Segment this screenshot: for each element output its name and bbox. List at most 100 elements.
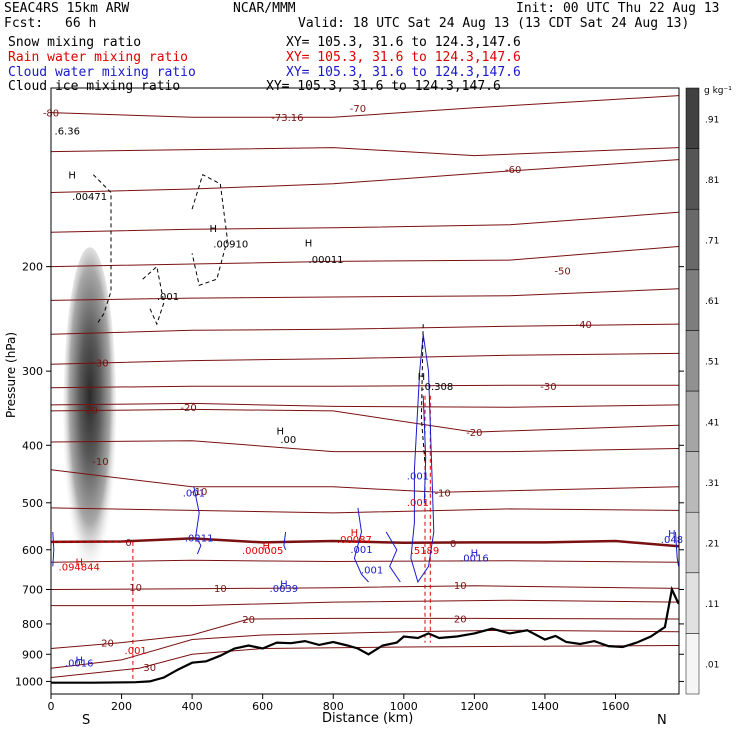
colorbar-segment [685, 390, 700, 452]
cloud-water-label: .001 [361, 566, 383, 577]
y-tick-label: 700 [22, 584, 43, 597]
snow-ice-label: .00471 [72, 192, 107, 203]
south-label: S [82, 713, 91, 728]
temperature-label: 10 [454, 581, 467, 592]
cloud-water-label: .001 [350, 545, 372, 556]
terrain-line [51, 585, 679, 684]
y-tick-label: 400 [22, 439, 43, 452]
field-xy-cloud-water: XY= 105.3, 31.6 to 124.3,147.6 [286, 65, 521, 80]
cloud-water-label: .0039 [270, 584, 299, 595]
temperature-label: -20 [466, 428, 482, 439]
x-tick-label: 400 [182, 700, 203, 713]
x-tick-label: 1000 [390, 700, 418, 713]
colorbar-tick-label: .81 [705, 176, 719, 186]
temperature-contour [51, 629, 679, 669]
temperature-label: 30 [143, 663, 156, 674]
cloud-ice-shading [63, 247, 117, 578]
temperature-contour [51, 408, 679, 433]
temperature-label: 20 [454, 614, 467, 625]
high-marker: H [351, 528, 359, 539]
temperature-contour [51, 323, 679, 335]
cloud-water-contour [422, 395, 427, 503]
snow-ice-label: .001 [157, 292, 179, 303]
temperature-label: 20 [101, 639, 114, 650]
colorbar-segment [685, 208, 700, 271]
y-tick-label: 200 [22, 261, 43, 274]
cloud-water-label: .0016 [460, 553, 489, 564]
cloud-water-label: .048 [661, 535, 683, 546]
temperature-contour [51, 559, 679, 563]
high-marker: H [668, 529, 676, 540]
high-marker: H [210, 224, 218, 235]
temperature-label: -10 [92, 457, 108, 468]
temperature-contour [51, 246, 679, 268]
temperature-label: -10 [191, 487, 207, 498]
temperature-label: -70 [350, 104, 366, 115]
high-marker: H [305, 238, 313, 249]
snow-contour [191, 173, 228, 286]
field-name-rain: Rain water mixing ratio [8, 50, 189, 65]
x-tick-label: 1600 [601, 700, 629, 713]
rain-water-label: .094844 [59, 562, 100, 573]
field-xy-rain: XY= 105.3, 31.6 to 124.3,147.6 [286, 50, 521, 65]
temperature-label: 20 [242, 615, 255, 626]
high-marker: H [277, 427, 285, 438]
temperature-contour [51, 507, 679, 514]
y-tick-label: 800 [22, 618, 43, 631]
north-label: N [657, 713, 667, 728]
y-tick-label: 900 [22, 648, 43, 661]
snow-ice-label: .0.308 [421, 382, 453, 393]
high-marker: H [68, 171, 76, 182]
x-tick-label: 1200 [460, 700, 488, 713]
snow-contour [420, 324, 426, 464]
snow-contour [142, 265, 165, 326]
temperature-contour [51, 384, 679, 389]
colorbar-segment [685, 572, 700, 634]
cloud-water-label: .0016 [65, 659, 94, 670]
temperature-label: 0 [450, 539, 456, 550]
temperature-label: 10 [214, 584, 227, 595]
cloud-water-label: .001 [183, 488, 205, 499]
colorbar-tick-label: .91 [705, 115, 719, 125]
temperature-label: -10 [434, 488, 450, 499]
cloud-water-contour [283, 531, 287, 550]
temperature-label: 0 [125, 538, 131, 549]
snow-ice-label: .6.36 [55, 127, 80, 138]
forecast-label: Fcst: [4, 16, 44, 31]
y-tick-label: 500 [22, 497, 43, 510]
temperature-contour [51, 469, 679, 493]
field-xy-cloud-ice: XY= 105.3, 31.6 to 124.3,147.6 [266, 79, 501, 94]
field-name-cloud-water: Cloud water mixing ratio [8, 65, 196, 80]
colorbar-segment [685, 87, 700, 149]
high-marker: H [75, 558, 83, 569]
y-tick-label: 300 [22, 365, 43, 378]
temperature-label: -50 [554, 266, 570, 277]
colorbar-tick-label: .71 [705, 237, 719, 247]
temperature-contour [51, 617, 679, 649]
x-tick-label: 0 [48, 700, 55, 713]
temperature-label: -20 [82, 405, 98, 416]
temperature-contour [51, 95, 679, 118]
x-tick-label: 200 [111, 700, 132, 713]
field-name-snow: Snow mixing ratio [8, 35, 142, 50]
snow-contour [92, 174, 112, 325]
temperature-label: -30 [540, 382, 556, 393]
temperature-contour [51, 585, 679, 590]
temperature-label: -40 [576, 320, 592, 331]
colorbar-segment [685, 148, 700, 210]
high-marker: H [75, 655, 83, 666]
rain-water-label: .5189 [411, 546, 440, 557]
temperature-contour [51, 537, 679, 548]
valid-time: Valid: 18 UTC Sat 24 Aug 13 (13 CDT Sat … [298, 16, 690, 31]
rain-water-label: .00087 [337, 535, 372, 546]
high-marker: H [262, 541, 270, 552]
colorbar-tick-label: .01 [705, 661, 719, 671]
init-time: Init: 00 UTC Thu 22 Aug 13 [516, 1, 720, 16]
temperature-label: -30 [92, 358, 108, 369]
cloud-water-contour [410, 334, 435, 584]
temperature-contour [51, 599, 679, 607]
y-tick-label: 600 [22, 544, 43, 557]
colorbar-segment [685, 330, 700, 392]
cloud-water-contour [193, 486, 202, 555]
